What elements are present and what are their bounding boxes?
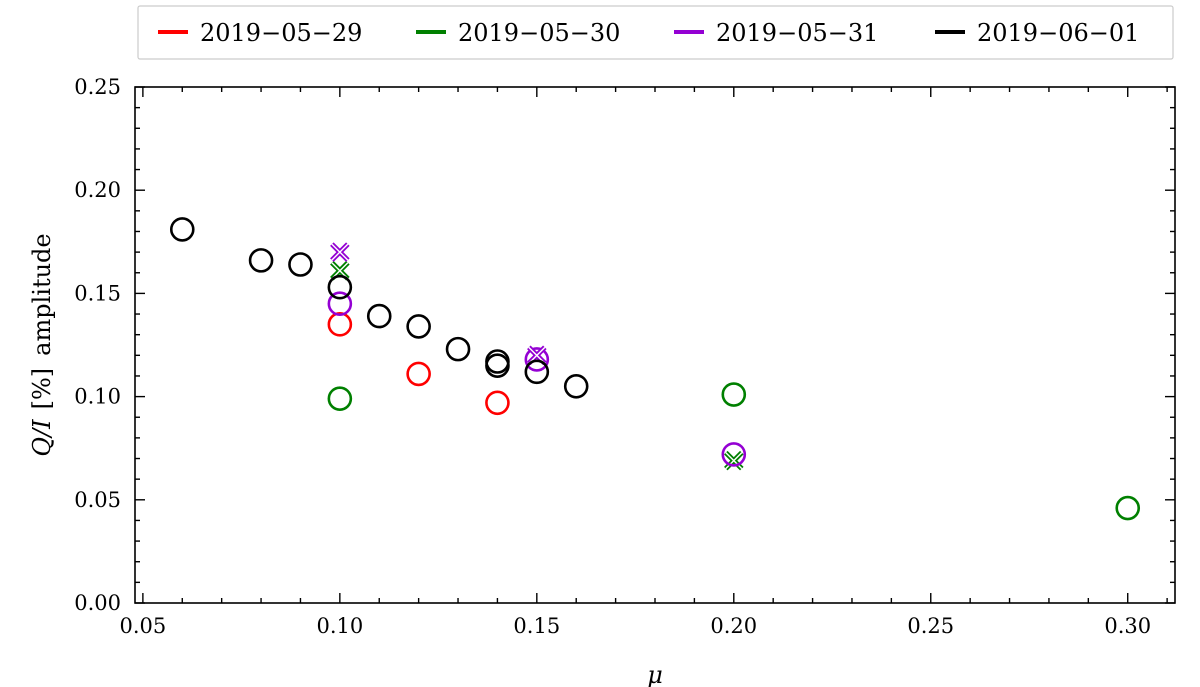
- data-point-circle: [524, 347, 550, 372]
- series-1: [327, 260, 1141, 521]
- y-tick-label: 0.15: [74, 281, 121, 305]
- data-point-cross-inner: [331, 262, 349, 280]
- data-point-cross-inner: [528, 346, 546, 364]
- legend-label: 2019−05−31: [716, 19, 878, 47]
- data-point-circle: [524, 359, 550, 385]
- y-tick-label: 0.20: [74, 178, 121, 202]
- data-point-circle: [327, 291, 353, 317]
- y-axis-label-quantity: Q/I: [28, 419, 56, 457]
- legend-item: 2019−05−30: [416, 19, 620, 47]
- y-tick-label: 0.25: [74, 75, 121, 99]
- y-axis-label: Q/I [%] amplitude: [28, 233, 56, 456]
- y-axis-label-word: amplitude: [28, 233, 56, 355]
- legend: 2019−05−29 2019−05−30 2019−05−31 2019−06−01: [137, 5, 1174, 60]
- x-tick-label: 0.30: [1104, 614, 1151, 638]
- legend-item: 2019−05−31: [674, 19, 878, 47]
- series-2: [327, 242, 747, 467]
- x-tick-label: 0.20: [710, 614, 757, 638]
- data-point-circle: [169, 217, 195, 242]
- legend-label: 2019−06−01: [977, 19, 1139, 47]
- data-point-circle: [327, 274, 353, 300]
- data-point-circle: [563, 373, 589, 399]
- legend-item: 2019−05−29: [158, 19, 362, 47]
- x-tick-label: 0.15: [513, 614, 560, 638]
- plot-frame: [134, 86, 1176, 604]
- data-point-cross-inner: [331, 243, 349, 261]
- series-3: [169, 217, 589, 399]
- x-tick-label: 0.25: [907, 614, 954, 638]
- data-marks: [169, 217, 1141, 521]
- y-axis-label-unit: [%]: [28, 368, 56, 410]
- data-point-cross-inner: [725, 452, 743, 470]
- data-point-circle: [406, 361, 431, 387]
- data-point-circle: [248, 248, 274, 273]
- x-tick-label: 0.10: [316, 614, 363, 638]
- legend-item: 2019−06−01: [935, 19, 1139, 47]
- series-0: [327, 312, 510, 416]
- legend-box: [137, 5, 1174, 60]
- x-tick-label: 0.05: [119, 614, 166, 638]
- legend-label: 2019−05−30: [458, 19, 620, 47]
- legend-label: 2019−05−29: [200, 19, 362, 47]
- data-point-circle: [366, 303, 392, 329]
- data-point-circle: [445, 336, 471, 362]
- x-axis-label: μ: [647, 661, 663, 687]
- y-tick-label: 0.10: [74, 385, 121, 409]
- data-point-circle: [485, 390, 510, 416]
- data-point-circle: [406, 314, 431, 339]
- data-point-circle: [485, 353, 510, 378]
- data-point-circle: [327, 312, 353, 337]
- y-tick-label: 0.05: [74, 488, 121, 512]
- axes: 0.05 0.10 0.15 0.20 0.25 0.300.000.050.100.15…: [28, 75, 1176, 687]
- data-point-circle: [721, 442, 747, 467]
- data-point-circle: [327, 386, 353, 411]
- data-point-circle: [721, 382, 747, 407]
- data-point-circle: [288, 252, 313, 277]
- data-point-circle: [1115, 495, 1141, 521]
- y-tick-label: 0.00: [74, 591, 121, 615]
